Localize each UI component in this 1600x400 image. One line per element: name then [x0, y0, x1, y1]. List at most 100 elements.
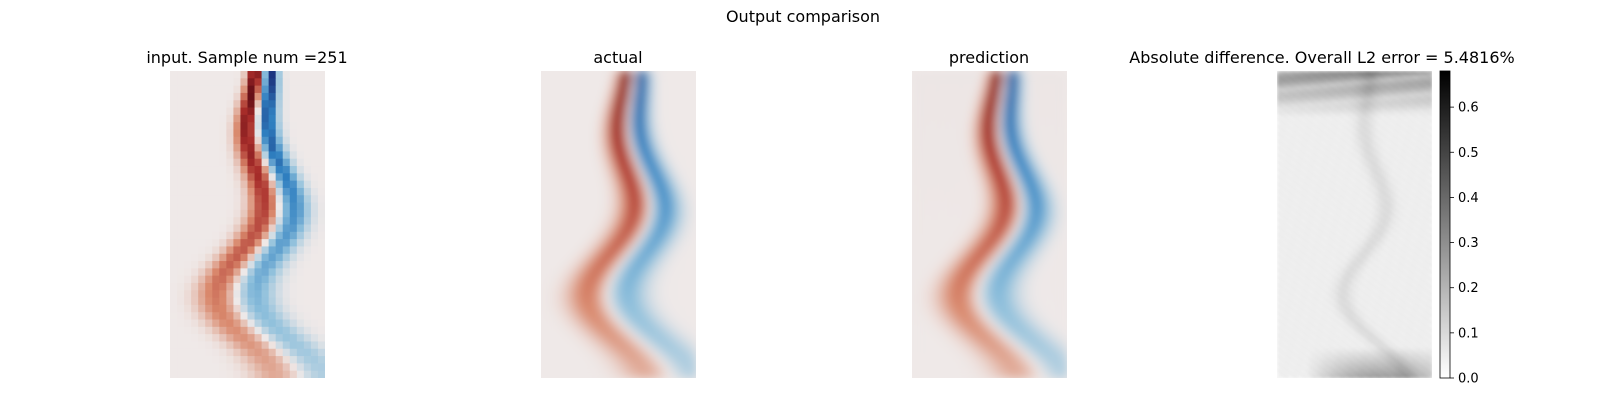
- heatmap-actual-cell: [593, 171, 597, 175]
- heatmap-actual-cell: [658, 227, 662, 231]
- heatmap-input-cell: [261, 144, 270, 152]
- heatmap-actual-cell: [601, 186, 605, 190]
- heatmap-actual-cell: [668, 76, 672, 80]
- heatmap-actual-cell: [618, 91, 622, 95]
- heatmap-input-cell: [261, 195, 270, 203]
- heatmap-actual-cell: [598, 221, 602, 226]
- heatmap-actual-cell: [666, 116, 670, 120]
- heatmap-actual-cell: [663, 169, 667, 173]
- heatmap-actual-cell: [573, 209, 577, 213]
- heatmap-actual-cell: [543, 161, 547, 165]
- heatmap-actual-cell: [588, 83, 592, 87]
- heatmap-actual-cell: [633, 118, 637, 122]
- heatmap-actual-cell: [681, 126, 685, 130]
- heatmap-actual-cell: [621, 143, 625, 148]
- heatmap-actual-cell: [618, 154, 622, 158]
- heatmap-actual-cell: [603, 93, 607, 97]
- heatmap-actual-cell: [646, 161, 650, 165]
- heatmap-actual-cell: [681, 194, 685, 198]
- heatmap-actual-cell: [643, 232, 647, 236]
- heatmap-actual-cell: [541, 181, 545, 185]
- heatmap-actual-cell: [631, 133, 635, 138]
- heatmap-actual-cell: [591, 149, 595, 153]
- heatmap-input-cell: [289, 217, 298, 225]
- heatmap-actual-cell: [643, 149, 647, 153]
- heatmap-input-cell: [268, 290, 277, 298]
- heatmap-actual-cell: [601, 98, 605, 102]
- heatmap-input-cell: [233, 239, 241, 247]
- heatmap-actual-cell: [671, 206, 675, 211]
- heatmap-actual-cell: [688, 106, 692, 110]
- heatmap-actual-cell: [601, 136, 605, 140]
- heatmap-actual-cell: [683, 209, 687, 213]
- heatmap-actual-cell: [591, 224, 595, 228]
- heatmap-actual-cell: [613, 161, 617, 165]
- heatmap-input-cell: [310, 100, 319, 108]
- heatmap-actual-cell: [658, 179, 662, 183]
- heatmap-input-cell: [268, 195, 277, 203]
- heatmap-actual-cell: [663, 216, 667, 221]
- heatmap-actual-cell: [636, 81, 640, 85]
- heatmap-actual-cell: [546, 149, 550, 153]
- heatmap-actual-cell: [546, 206, 550, 211]
- heatmap-actual-cell: [568, 206, 572, 211]
- heatmap-actual-cell: [598, 86, 602, 90]
- heatmap-actual-cell: [678, 81, 682, 85]
- heatmap-actual-cell: [646, 221, 650, 226]
- heatmap-actual-cell: [631, 76, 635, 80]
- heatmap-actual-cell: [688, 81, 692, 85]
- heatmap-actual-cell: [553, 164, 557, 168]
- heatmap-actual-cell: [608, 149, 612, 153]
- heatmap-actual-cell: [601, 76, 605, 80]
- heatmap-actual-cell: [603, 229, 607, 233]
- heatmap-actual-cell: [641, 209, 645, 213]
- heatmap-actual-cell: [581, 149, 585, 153]
- heatmap-actual-cell: [646, 206, 650, 211]
- heatmap-input-cell: [254, 239, 262, 247]
- heatmap-actual-cell: [686, 179, 690, 183]
- heatmap-actual-cell: [643, 73, 647, 77]
- heatmap-actual-cell: [651, 71, 655, 75]
- heatmap-actual-cell: [666, 138, 670, 143]
- heatmap-actual-cell: [636, 206, 640, 211]
- heatmap-input-cell: [317, 209, 325, 218]
- heatmap-actual-cell: [591, 118, 595, 122]
- heatmap-actual-cell: [638, 151, 642, 155]
- heatmap-actual-cell: [598, 211, 602, 216]
- heatmap-actual-cell: [566, 98, 570, 102]
- heatmap-actual-cell: [663, 128, 667, 132]
- heatmap-actual-cell: [643, 138, 647, 143]
- heatmap-actual-cell: [611, 176, 615, 180]
- heatmap-actual-cell: [686, 184, 690, 188]
- heatmap-actual-cell: [566, 128, 570, 132]
- heatmap-actual-cell: [598, 234, 602, 238]
- heatmap-actual-cell: [666, 169, 670, 173]
- heatmap-actual-cell: [693, 78, 696, 82]
- heatmap-actual-cell: [636, 98, 640, 102]
- heatmap-actual-cell: [588, 88, 592, 92]
- heatmap-actual-cell: [653, 81, 657, 85]
- heatmap-input-cell: [261, 282, 270, 291]
- heatmap-actual-cell: [566, 116, 570, 120]
- heatmap-input-cell: [226, 144, 234, 152]
- heatmap-actual-cell: [616, 131, 620, 135]
- heatmap-actual-cell: [681, 164, 685, 168]
- heatmap-actual-cell: [666, 174, 670, 178]
- heatmap-actual-cell: [541, 186, 545, 190]
- heatmap-actual-cell: [576, 166, 580, 170]
- heatmap-actual-cell: [626, 113, 630, 117]
- heatmap-actual-cell: [663, 227, 667, 231]
- heatmap-actual-cell: [673, 93, 677, 97]
- heatmap-actual-cell: [666, 98, 670, 102]
- heatmap-actual-cell: [636, 221, 640, 226]
- heatmap-input-cell: [191, 122, 199, 130]
- heatmap-actual-cell: [661, 118, 665, 122]
- heatmap-actual-cell: [656, 151, 660, 155]
- heatmap-actual-cell: [591, 93, 595, 97]
- heatmap-actual-cell: [666, 219, 670, 223]
- heatmap-actual-cell: [581, 189, 585, 193]
- heatmap-actual-cell: [641, 138, 645, 143]
- heatmap-actual-cell: [663, 73, 667, 77]
- heatmap-actual-cell: [641, 199, 645, 203]
- heatmap-input-cell: [317, 122, 325, 130]
